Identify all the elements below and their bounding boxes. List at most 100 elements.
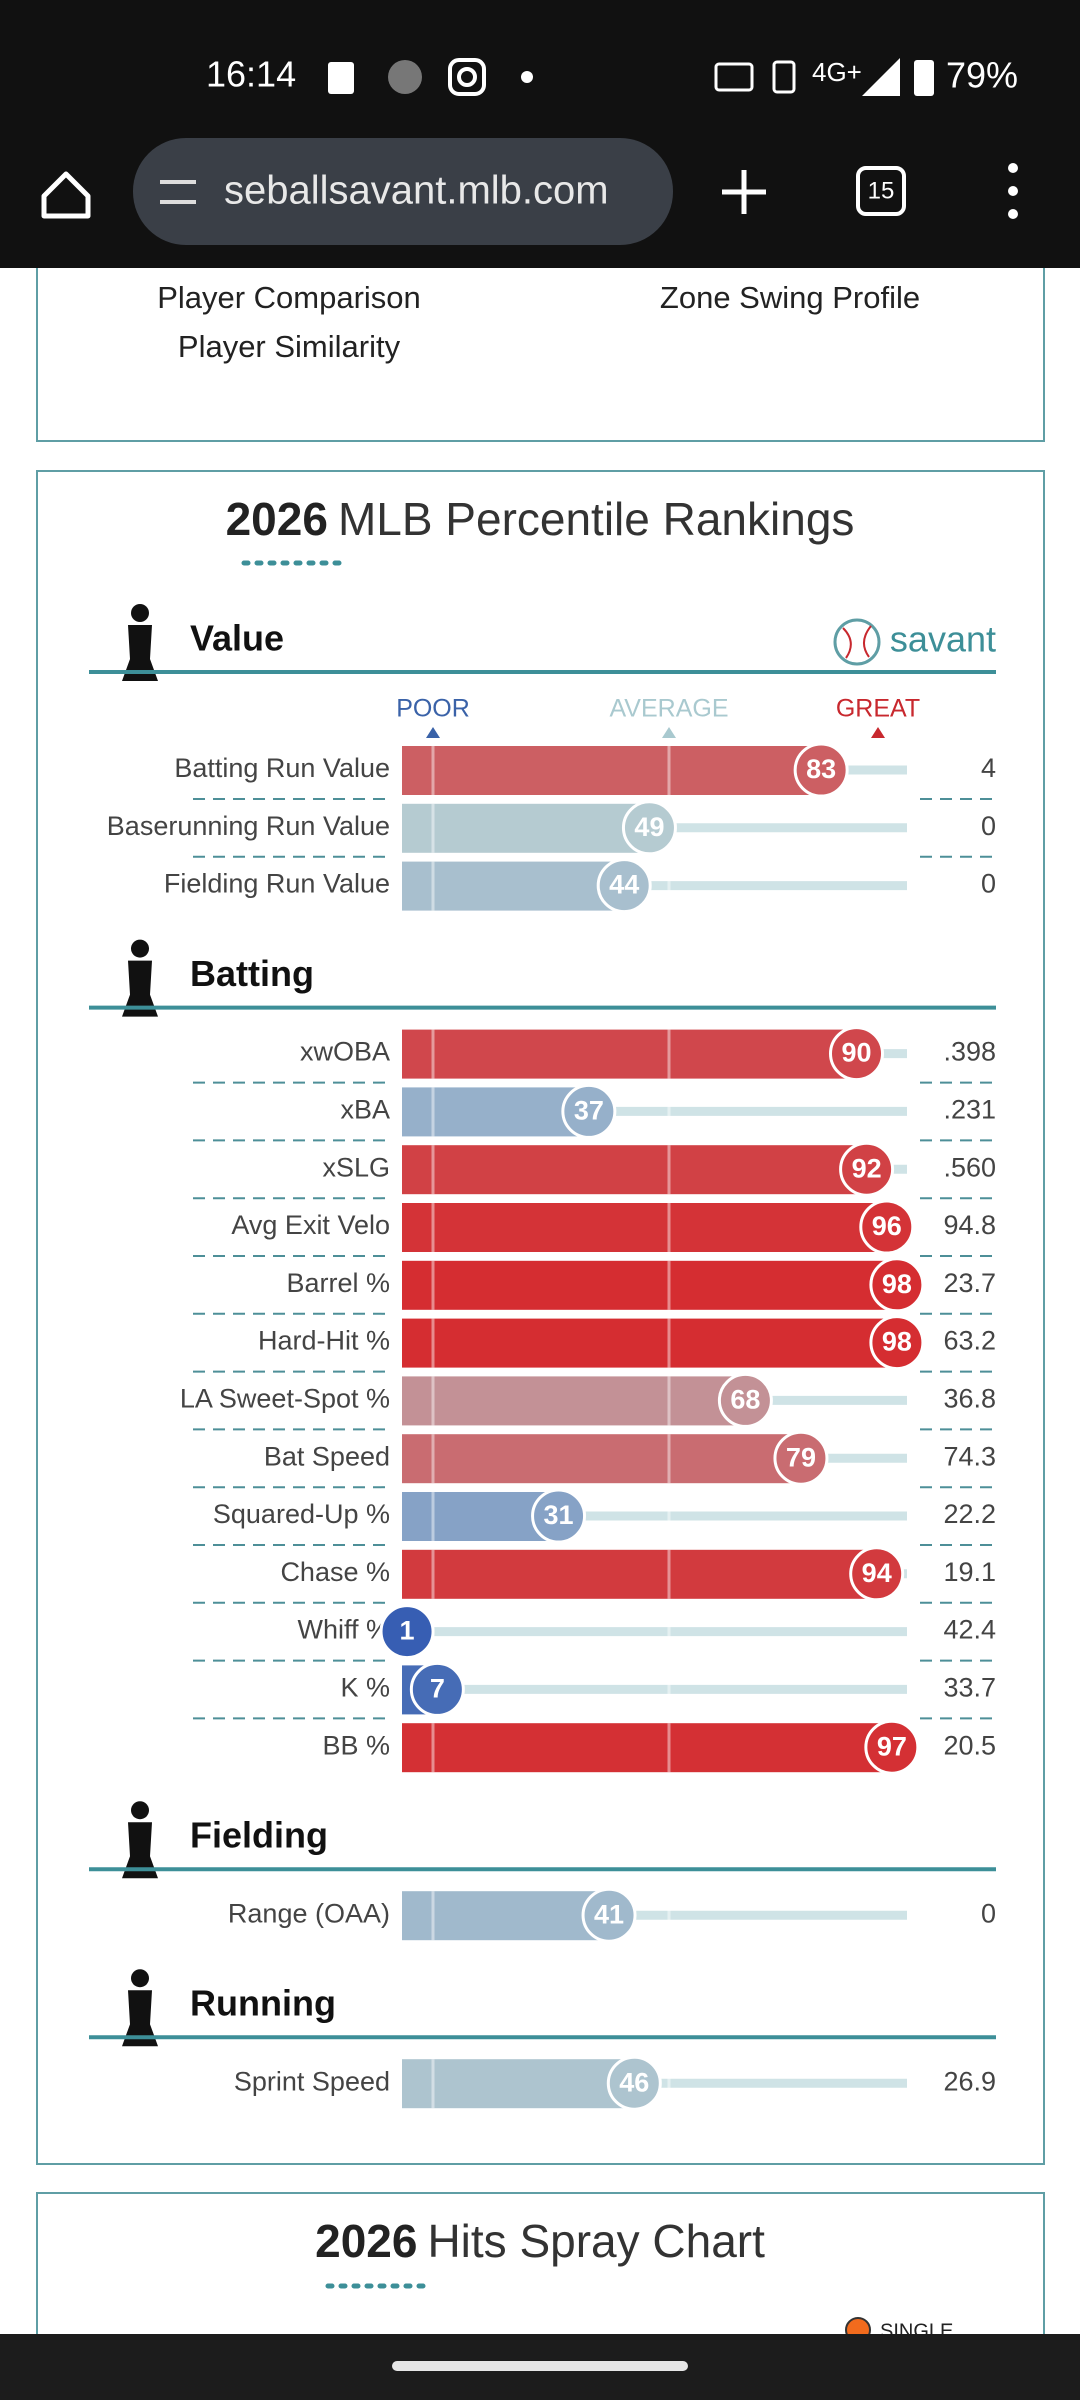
metric-label: Avg Exit Velo <box>231 1210 390 1240</box>
percentile-bubble <box>596 858 652 914</box>
metric-label: Hard-Hit % <box>258 1326 390 1356</box>
stat-value: 94.8 <box>943 1210 996 1240</box>
stat-value: 36.8 <box>943 1384 996 1414</box>
percentile-bar <box>402 1376 746 1426</box>
percentile-value: 7 <box>430 1674 445 1704</box>
scale-label: AVERAGE <box>609 695 728 723</box>
signal-icon <box>862 58 900 96</box>
metric-label: xSLG <box>322 1152 390 1182</box>
percentile-bubble <box>864 1719 920 1775</box>
scale-arrow <box>426 727 440 738</box>
metric-label: Range (OAA) <box>228 1898 390 1928</box>
section-icon <box>122 1990 158 2047</box>
home-button[interactable] <box>41 171 91 219</box>
percentile-value: 92 <box>852 1153 882 1183</box>
metric-label: Sprint Speed <box>234 2066 390 2096</box>
percentile-value: 98 <box>882 1327 912 1357</box>
section-title: Batting <box>190 953 314 994</box>
home-handle[interactable] <box>392 2361 688 2371</box>
ball-stitch <box>842 625 872 659</box>
network: 4G+ <box>812 57 862 87</box>
percentile-value: 37 <box>574 1096 604 1126</box>
percentile-bubble <box>869 1315 925 1371</box>
battery: 79% <box>946 55 1018 96</box>
year: 2026 <box>315 2215 417 2267</box>
link[interactable]: Player Comparison <box>157 280 421 315</box>
section-title: Fielding <box>190 1815 328 1856</box>
percentile-bubble <box>531 1488 587 1544</box>
menu-dot <box>1008 209 1018 219</box>
percentile-bubble <box>621 800 677 856</box>
battery-icon <box>914 60 934 96</box>
url[interactable]: seballsavant.mlb.com <box>224 169 609 213</box>
stat-value: 0 <box>981 869 996 899</box>
stat-value: 0 <box>981 1898 996 1928</box>
percentile-bar <box>402 1029 857 1079</box>
link[interactable]: Player Similarity <box>178 329 401 364</box>
section-icon <box>131 1969 149 1988</box>
card-title: 2026 Hits Spray Chart <box>315 2215 765 2267</box>
percentile-value: 90 <box>841 1038 871 1068</box>
stat-value: 20.5 <box>943 1730 996 1760</box>
menu-dot <box>1008 163 1018 173</box>
section-icon <box>131 604 149 622</box>
card-title: 2026 MLB Percentile Rankings <box>226 493 855 545</box>
tab-switcher[interactable] <box>856 166 906 216</box>
stat-value: 4 <box>981 753 996 783</box>
stat-value: 63.2 <box>943 1326 996 1356</box>
percentile-bubble <box>606 2055 662 2111</box>
url-bar[interactable] <box>133 138 673 245</box>
notif-icon <box>328 62 354 94</box>
notif-dot <box>521 71 533 83</box>
instagram-icon <box>457 67 477 87</box>
percentile-bar <box>402 1723 892 1773</box>
metric-label: K % <box>340 1673 390 1703</box>
stat-value: .560 <box>943 1152 996 1182</box>
section-icon <box>131 939 149 958</box>
percentile-bar <box>402 1891 610 1941</box>
percentile-bar <box>402 1145 867 1195</box>
link[interactable]: Zone Swing Profile <box>660 280 920 315</box>
stat-value: 42.4 <box>943 1615 996 1645</box>
tab-count: 15 <box>868 177 895 204</box>
scale-label: POOR <box>396 695 470 723</box>
percentile-value: 79 <box>786 1442 816 1472</box>
vibrate-icon <box>772 60 796 94</box>
percentile-value: 41 <box>594 1899 624 1929</box>
percentile-bar <box>402 1434 801 1484</box>
metric-label: xwOBA <box>300 1037 390 1067</box>
percentile-bubble <box>561 1083 617 1139</box>
percentile-bubble <box>581 1887 637 1943</box>
metric-label: Baserunning Run Value <box>107 811 390 841</box>
stat-value: 26.9 <box>943 2066 996 2096</box>
percentile-bubble <box>859 1199 915 1255</box>
percentile-value: 96 <box>872 1211 902 1241</box>
new-tab-button[interactable] <box>722 170 766 214</box>
percentile-value: 83 <box>806 754 836 784</box>
stat-value: .231 <box>943 1095 996 1125</box>
section-title: Value <box>190 618 284 659</box>
savant-logo: savant <box>833 618 996 666</box>
percentile-value: 46 <box>619 2067 649 2097</box>
menu-dot <box>1008 186 1018 196</box>
percentile-value: 97 <box>877 1731 907 1761</box>
section-icon <box>122 625 158 681</box>
stat-value: 23.7 <box>943 1268 996 1298</box>
percentile-bubble <box>717 1372 773 1428</box>
metric-label: BB % <box>322 1730 390 1760</box>
notif-icon <box>388 60 422 94</box>
metric-label: xBA <box>340 1095 390 1125</box>
menu-button[interactable] <box>1008 163 1018 219</box>
section-icon <box>122 960 158 1017</box>
clock: 16:14 <box>206 54 296 95</box>
site-settings[interactable] <box>160 180 196 204</box>
stat-value: 19.1 <box>943 1557 996 1587</box>
percentile-bar <box>402 1260 897 1310</box>
ball-icon <box>833 618 881 666</box>
percentile-bubble <box>839 1141 895 1197</box>
year: 2026 <box>226 493 328 545</box>
metric-label: Fielding Run Value <box>164 869 390 899</box>
title: MLB Percentile Rankings <box>338 493 854 545</box>
stat-value: 22.2 <box>943 1499 996 1529</box>
